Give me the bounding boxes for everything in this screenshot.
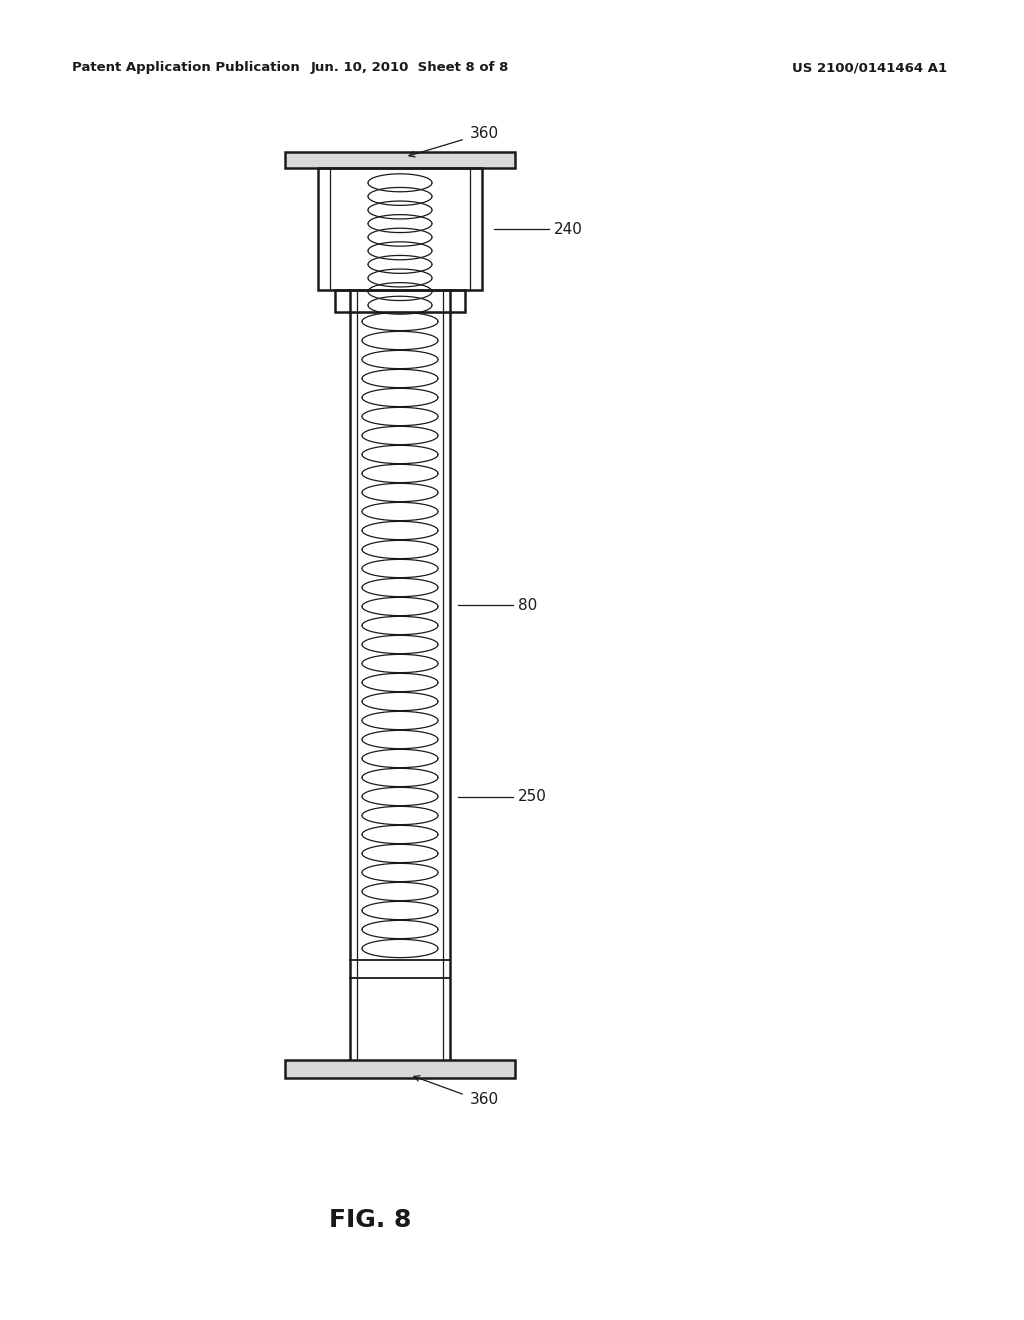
- Bar: [285, 1060, 515, 1078]
- Text: US 2100/0141464 A1: US 2100/0141464 A1: [793, 62, 947, 74]
- Text: Jun. 10, 2010  Sheet 8 of 8: Jun. 10, 2010 Sheet 8 of 8: [311, 62, 509, 74]
- Text: 360: 360: [470, 127, 499, 141]
- Bar: [285, 152, 515, 168]
- Bar: [335, 290, 465, 312]
- Text: 360: 360: [470, 1093, 499, 1107]
- Text: 240: 240: [554, 222, 583, 236]
- Bar: [330, 168, 470, 290]
- Bar: [318, 168, 482, 290]
- Text: 80: 80: [518, 598, 538, 612]
- Text: FIG. 8: FIG. 8: [329, 1208, 412, 1232]
- Text: Patent Application Publication: Patent Application Publication: [72, 62, 300, 74]
- Text: 250: 250: [518, 789, 547, 804]
